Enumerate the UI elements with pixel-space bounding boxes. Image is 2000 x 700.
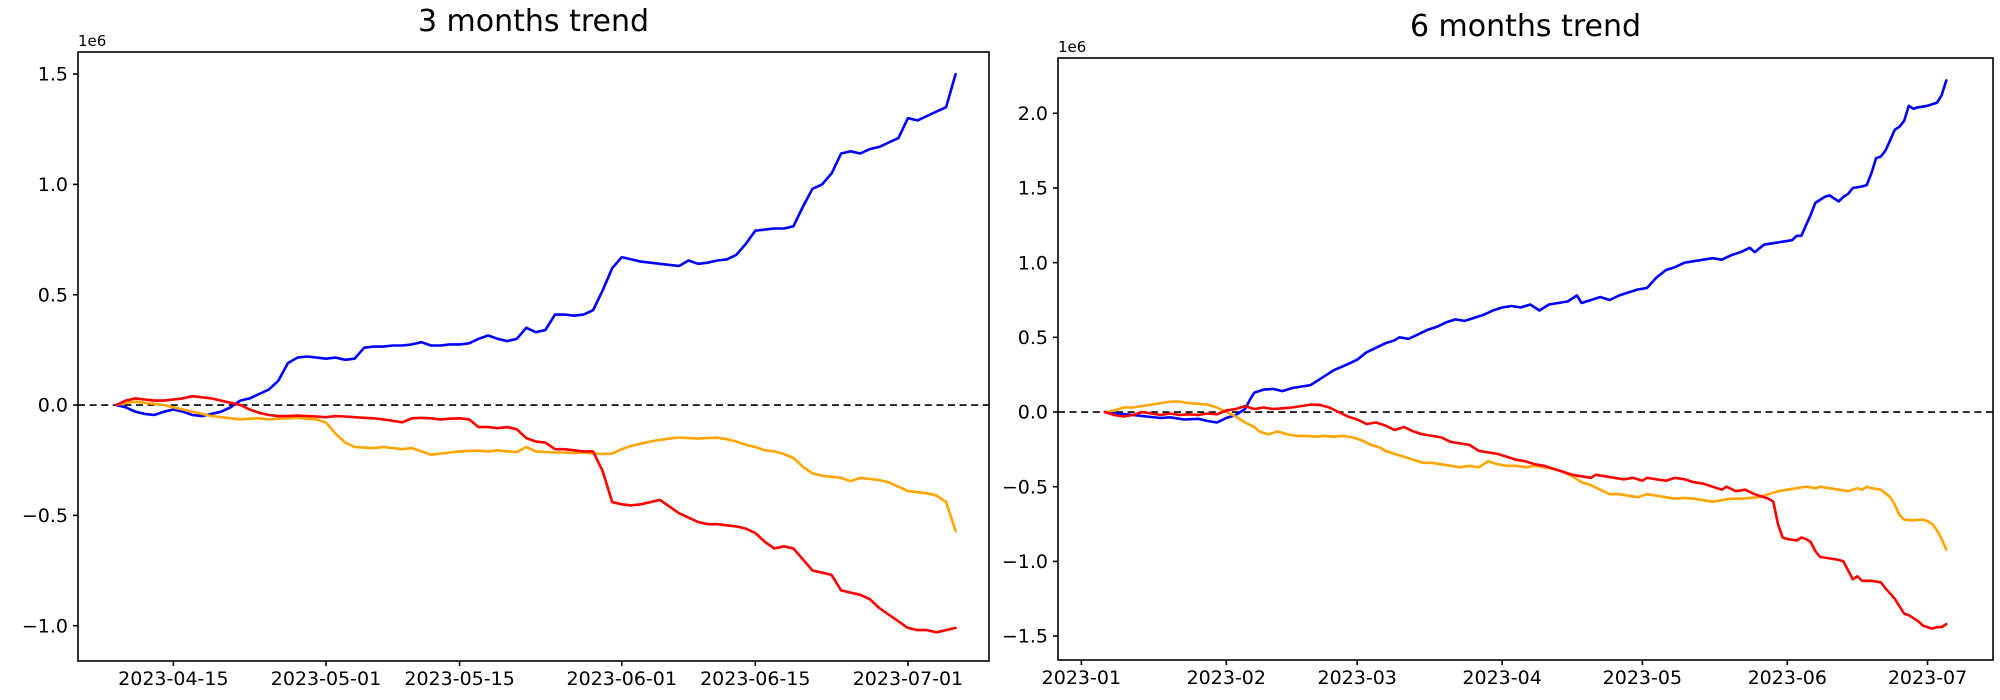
series-line-orange	[114, 400, 957, 533]
chart-3-months-trend: 1.5 1.0 0.5 0.0 −0.5 −1.0 2023-04-15 2023-05-01…	[22, 51, 990, 690]
x-tick-label: 2023-04-15	[118, 668, 228, 690]
y-tick-label: 0.0	[1018, 402, 1048, 424]
y-tick-label: −1.5	[1002, 626, 1048, 648]
x-tick-label: 2023-06-15	[700, 668, 810, 690]
y-tick-label: 1.5	[1018, 178, 1048, 200]
x-tick-label: 2023-01	[1042, 667, 1121, 689]
x-tick-label: 2023-02	[1187, 667, 1266, 689]
y-tick-label: 0.0	[38, 395, 68, 417]
x-tick-label: 2023-06-01	[567, 668, 677, 690]
y-axis-ticks: 2.0 1.5 1.0 0.5 0.0 −0.5 −1.0 −1.5	[1002, 103, 1058, 648]
x-tick-label: 2023-04	[1462, 667, 1541, 689]
series-line-red	[1103, 403, 1948, 630]
x-tick-label: 2023-03	[1318, 667, 1397, 689]
y-tick-label: 2.0	[1018, 103, 1048, 125]
y-axis-ticks: 1.5 1.0 0.5 0.0 −0.5 −1.0	[22, 64, 78, 637]
y-tick-label: −0.5	[1002, 476, 1048, 498]
x-tick-label: 2023-05	[1603, 667, 1682, 689]
y-tick-label: 0.5	[1018, 327, 1048, 349]
series-line-orange	[1103, 400, 1948, 551]
series-line-blue	[1103, 79, 1948, 424]
x-axis-ticks: 2023-01 2023-02 2023-03 2023-04 2023-05 2023-…	[1042, 660, 1967, 689]
series-line-blue	[114, 72, 957, 418]
y-axis-offset-label-right: 1e6	[1058, 38, 1087, 56]
y-tick-label: −0.5	[22, 505, 68, 527]
y-tick-label: 1.0	[38, 174, 68, 196]
x-tick-label: 2023-05-01	[271, 668, 381, 690]
y-tick-label: −1.0	[22, 615, 68, 637]
series-line-red	[114, 394, 957, 634]
x-tick-label: 2023-07-01	[853, 668, 963, 690]
x-axis-ticks: 2023-04-15 2023-05-01 2023-05-15 2023-06-01…	[118, 661, 963, 690]
chart-title-3-months: 3 months trend	[417, 4, 650, 39]
x-tick-label: 2023-07	[1888, 667, 1967, 689]
y-tick-label: −1.0	[1002, 551, 1048, 573]
y-axis-offset-label-left: 1e6	[78, 32, 107, 50]
axes-spines	[1057, 57, 1994, 661]
chart-title-6-months: 6 months trend	[1409, 9, 1642, 44]
x-tick-label: 2023-05-15	[404, 668, 514, 690]
axes-spines	[77, 51, 990, 662]
y-tick-label: 1.0	[1018, 252, 1048, 274]
y-tick-label: 0.5	[38, 284, 68, 306]
x-tick-label: 2023-06	[1748, 667, 1827, 689]
y-tick-label: 1.5	[38, 64, 68, 86]
